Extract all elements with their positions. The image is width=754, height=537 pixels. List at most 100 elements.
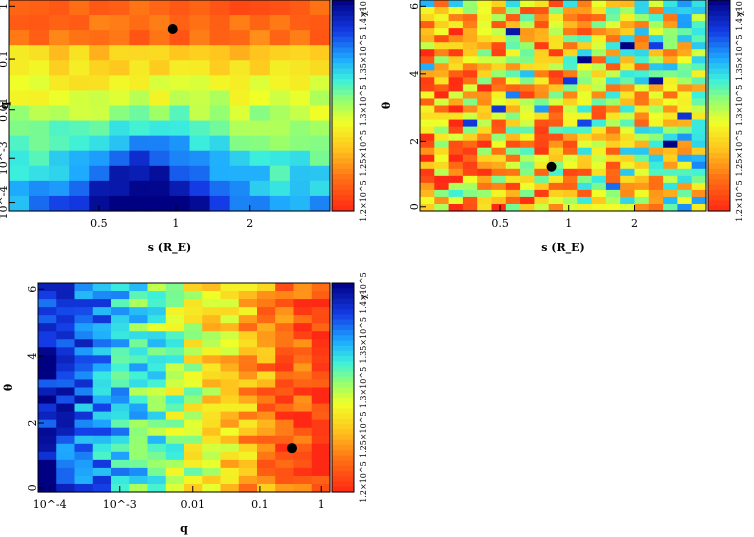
heatmap-cell [238,291,258,300]
heatmap-cell [677,133,693,142]
heatmap-cell [620,84,636,93]
heatmap-cell [275,443,295,453]
colorbar-swatch [708,47,730,54]
heatmap-cell [605,63,621,71]
heatmap-cell [29,150,50,167]
heatmap-cell [209,0,231,16]
heatmap-cell [89,180,110,197]
heatmap-cell [477,161,493,170]
colorbar-tick-label: 1.25×10^5 [735,130,744,177]
heatmap-cell [257,283,276,292]
heatmap-cell [92,427,112,437]
heatmap-cell [491,42,507,50]
heatmap-cell [477,112,493,121]
heatmap-cell [74,483,94,493]
heatmap-cell [491,91,507,100]
heatmap-cell [149,105,171,122]
heatmap-cell [505,147,521,156]
heatmap-cell [311,371,331,381]
heatmap-cell [92,387,112,397]
heatmap-cell [420,35,435,43]
heatmap-cell [462,105,478,114]
heatmap-cell [491,126,507,135]
heatmap-cell [209,120,231,137]
heatmap-cell [111,403,130,413]
colorbar-label: χ² [735,8,744,16]
heatmap-cell [634,63,650,71]
heatmap-cell [38,355,57,364]
heatmap-cell [69,60,90,76]
heatmap-cell [293,483,313,493]
heatmap-cell [129,90,151,107]
heatmap-cell [165,411,185,421]
heatmap-cell [9,60,30,76]
colorbar-tick-label: 1.35×10^5 [359,35,368,82]
heatmap-cell [229,195,251,212]
heatmap-cell [189,120,211,137]
heatmap-cell [311,307,331,316]
heatmap-cell [563,126,578,135]
heatmap-cell [462,28,478,36]
heatmap-cell [289,45,311,61]
heatmap-cell [434,98,450,107]
heatmap-cell [577,161,593,170]
heatmap-cell [548,126,564,135]
heatmap-cell [477,21,493,29]
colorbar-swatch [332,142,354,149]
heatmap-cell [634,161,650,170]
heatmap-cell [56,443,76,453]
heatmap-cell [129,60,151,76]
heatmap-cell [229,120,251,137]
heatmap-cell [69,120,90,137]
heatmap-cell [165,347,185,356]
heatmap-cell [591,21,607,29]
heatmap-cell [220,435,240,445]
heatmap-cell [49,180,70,197]
heatmap-cell [563,21,578,29]
heatmap-cell [648,49,664,57]
heatmap-cell [311,395,331,405]
heatmap-cell [92,339,112,348]
heatmap-cell [38,419,57,429]
heatmap-cell [275,427,295,437]
heatmap-cell [249,45,271,61]
heatmap-cell [311,299,331,308]
heatmap-cell [563,140,578,149]
heatmap-cell [591,154,607,163]
colorbar-swatch [332,366,354,373]
heatmap-cell [129,30,151,46]
colorbar-swatch [332,345,354,352]
colorbar-swatch [332,152,354,159]
colorbar-swatch [332,116,354,122]
heatmap-cell [202,411,222,421]
heatmap-cell [520,161,535,170]
colorbar-swatch [332,377,354,383]
heatmap-cell [111,427,130,437]
heatmap-cell [591,77,607,85]
heatmap-cell [534,168,550,177]
colorbar-swatch [332,131,354,138]
colorbar-swatch [708,152,730,159]
heatmap-cell [269,15,291,31]
heatmap-cell [238,283,258,292]
heatmap-cell [663,70,678,78]
heatmap-cell [89,90,110,107]
heatmap-cell [202,435,222,445]
x-tick-label: 2 [246,217,253,230]
heatmap-cell [38,395,57,405]
heatmap-cell [462,70,478,78]
heatmap-cell [238,307,258,316]
heatmap-cell [491,161,507,170]
heatmap-cell [311,355,331,364]
heatmap-cell [74,419,94,429]
heatmap-cell [275,451,295,461]
heatmap-cell [577,70,593,78]
heatmap-cell [605,203,621,212]
x-tick-label: 0.5 [90,217,108,230]
heatmap-cell [165,451,185,461]
heatmap-cell [74,355,94,364]
heatmap-cell [677,0,693,8]
heatmap-cell [56,451,76,461]
heatmap-cell [165,323,185,332]
colorbar-swatch [708,126,730,133]
